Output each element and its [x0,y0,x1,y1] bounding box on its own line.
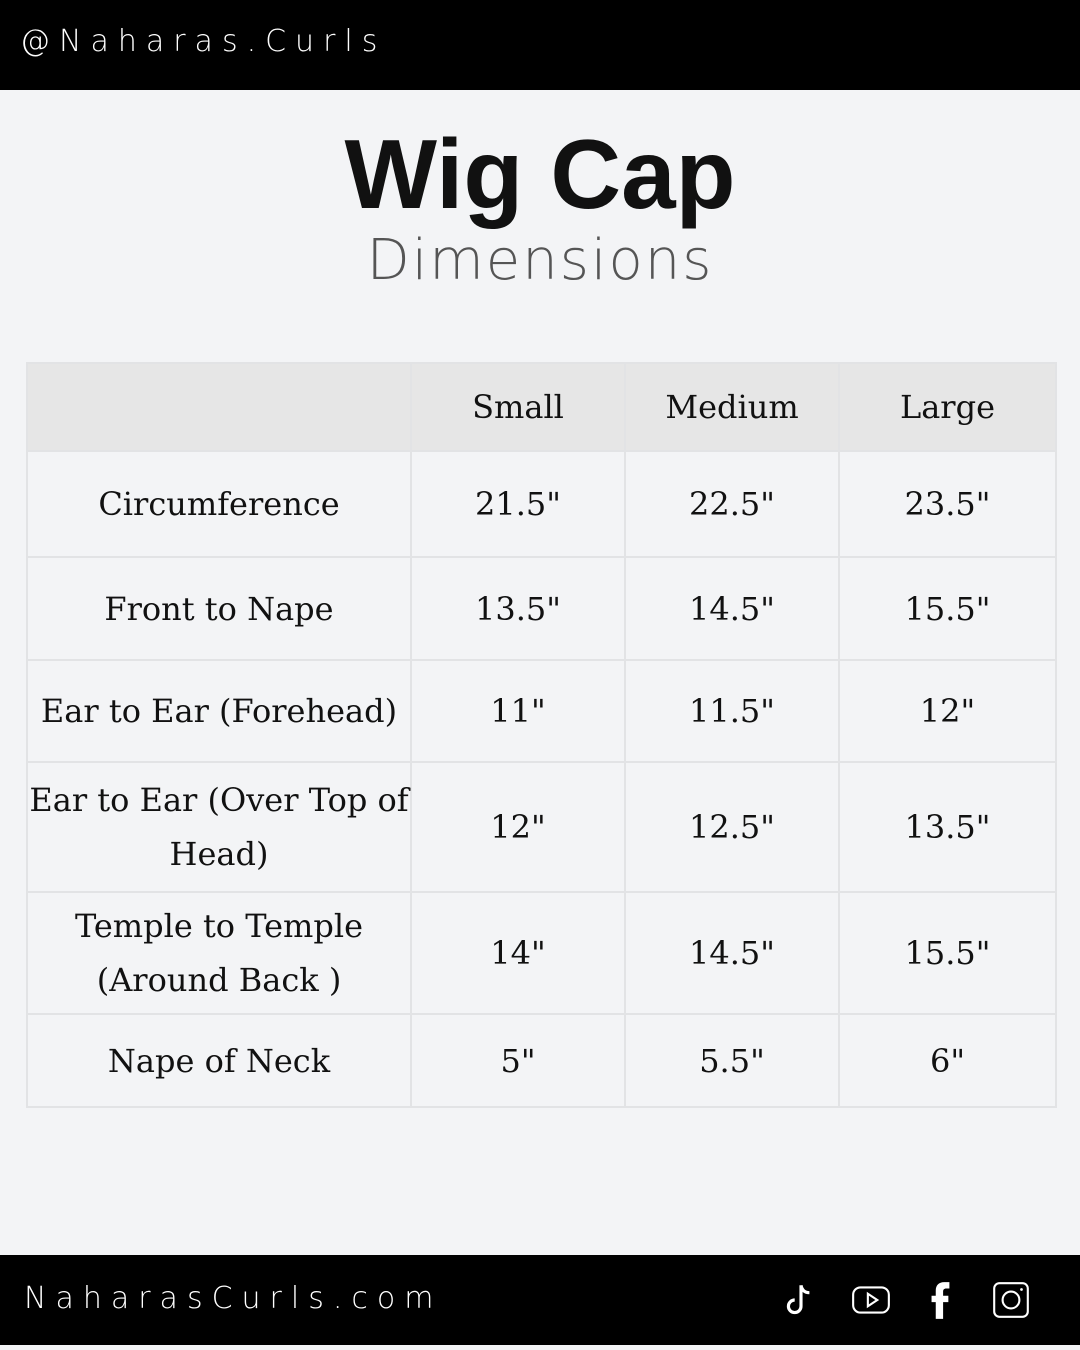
cell: 14.5" [624,556,840,661]
cell: 5" [410,1013,626,1108]
table-row: Ear to Ear (Over Top of Head) 12" 12.5" 13.… [26,761,1057,893]
youtube-icon[interactable] [850,1279,892,1321]
cell: 14.5" [624,891,840,1015]
table-row: Nape of Neck 5" 5.5" 6" [26,1013,1057,1108]
table-header-row: Small Medium Large [26,362,1057,452]
social-handle: @Naharas.Curls [20,24,387,59]
cell: 15.5" [838,556,1057,661]
social-icons [780,1279,1032,1321]
cell: 12" [410,761,626,893]
cell: 23.5" [838,450,1057,558]
table-row: Ear to Ear (Forehead) 11" 11.5" 12" [26,659,1057,763]
table-row: Circumference 21.5" 22.5" 23.5" [26,450,1057,558]
row-label: Ear to Ear (Over Top of Head) [26,761,412,893]
row-label: Front to Nape [26,556,412,661]
website-link[interactable]: NaharasCurls.com [24,1281,443,1316]
cell: 11" [410,659,626,763]
top-bar: @Naharas.Curls [0,0,1080,90]
column-header: Small [410,362,626,452]
column-header: Medium [624,362,840,452]
row-label: Nape of Neck [26,1013,412,1108]
instagram-icon[interactable] [990,1279,1032,1321]
cell: 11.5" [624,659,840,763]
dimensions-table: Small Medium Large Circumference 21.5" 22.… [26,362,1057,1108]
row-label: Ear to Ear (Forehead) [26,659,412,763]
cell: 13.5" [838,761,1057,893]
column-header [26,362,412,452]
cell: 22.5" [624,450,840,558]
cell: 13.5" [410,556,626,661]
page-title: Wig Cap [344,119,736,229]
table-row: Temple to Temple (Around Back ) 14" 14.5" 1… [26,891,1057,1015]
cell: 5.5" [624,1013,840,1108]
cell: 6" [838,1013,1057,1108]
cell: 15.5" [838,891,1057,1015]
page-subtitle: Dimensions [366,228,714,293]
facebook-icon[interactable] [920,1279,962,1321]
cell: 14" [410,891,626,1015]
row-label: Temple to Temple (Around Back ) [26,891,412,1015]
cell: 12" [838,659,1057,763]
bottom-bar: NaharasCurls.com [0,1255,1080,1345]
tiktok-icon[interactable] [780,1279,822,1321]
column-header: Large [838,362,1057,452]
cell: 21.5" [410,450,626,558]
table-row: Front to Nape 13.5" 14.5" 15.5" [26,556,1057,661]
row-label: Circumference [26,450,412,558]
cell: 12.5" [624,761,840,893]
